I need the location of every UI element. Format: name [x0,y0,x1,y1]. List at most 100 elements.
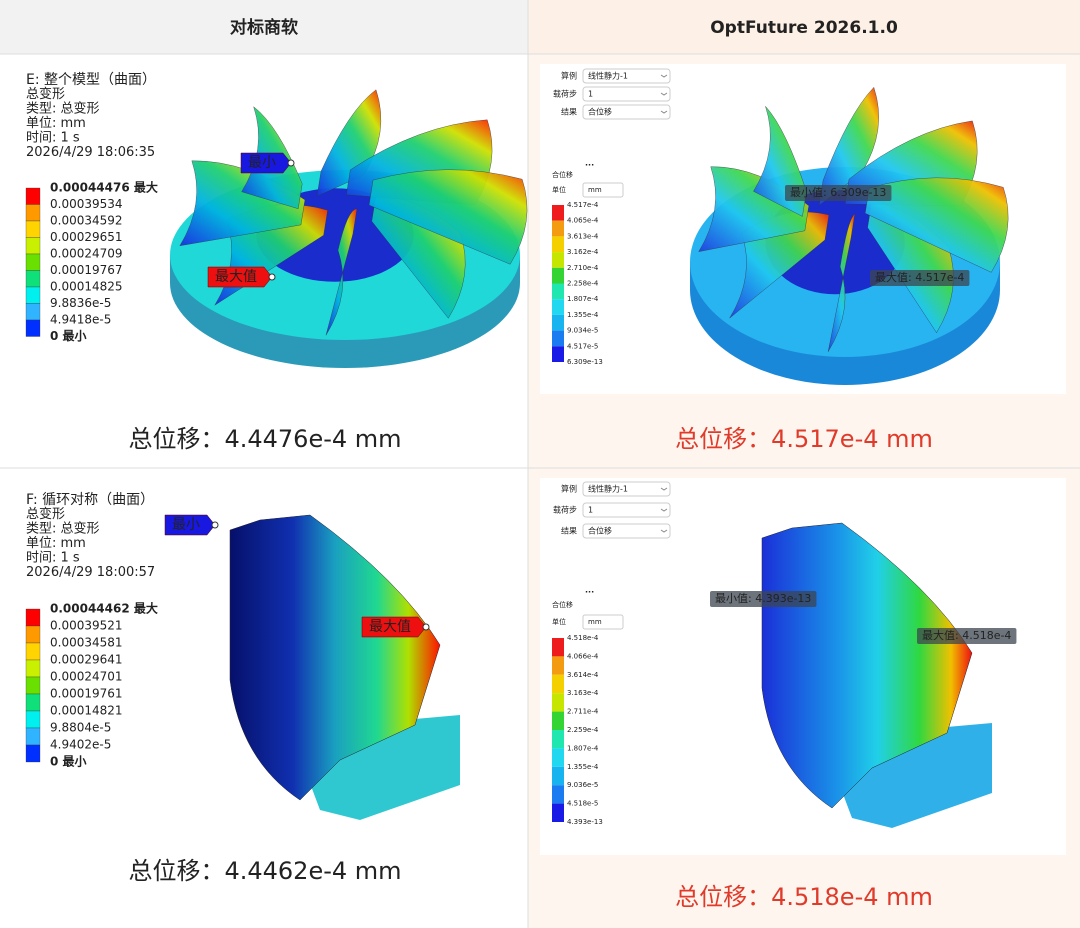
legend-label: 1.807e-4 [567,744,599,752]
legend-label: 2.711e-4 [567,708,599,716]
legend-label: 0 最小 [50,328,87,343]
render-blade [368,169,528,265]
control-label: 载荷步 [553,505,577,515]
tag-label: 最大值 [215,269,257,285]
legend-swatch [552,346,564,362]
legend-label: 3.163e-4 [567,689,599,697]
tag-box [870,270,970,286]
control-label: 算例 [561,71,577,81]
legend-swatch [552,656,564,675]
legend-swatch [552,711,564,730]
legend-label: 9.036e-5 [567,781,598,789]
tag-box [240,152,292,174]
legend-swatch [552,638,564,657]
legend-swatch [25,625,41,644]
legend-label: 0.00039534 [50,197,123,211]
legend-label: 0.00044462 最大 [50,601,158,616]
header-left-bg [0,0,528,54]
tag-box [710,591,817,607]
legend-label: 0.00014821 [50,704,123,718]
legend-swatch [552,283,564,300]
legend-swatch [552,766,564,786]
legend-swatch [25,187,41,205]
legend-label: 0.00034581 [50,636,123,650]
legend-swatch [25,204,41,222]
legend-label: 9.8804e-5 [50,721,111,735]
info-line: 2026/4/29 18:00:57 [26,565,155,580]
unit-label: 单位 [552,185,566,194]
legend-label: 0.00029641 [50,653,123,667]
unit-select [582,182,624,198]
tag-label: 最小值: 4.393e-13 [715,592,811,605]
legend-label: 1.355e-4 [567,763,599,771]
tag-box [785,185,892,201]
control-value: 1 [588,90,593,99]
legend-label: 6.309e-13 [567,358,603,366]
tag-label: 最大值: 4.517e-4 [875,270,964,284]
legend-swatch [552,299,564,315]
tag-box [361,616,427,638]
legend-label: 0.00029651 [50,230,123,244]
legend-swatch [552,220,564,237]
control-label: 载荷步 [553,89,577,99]
info-line: 类型: 总变形 [26,101,100,117]
legend-swatch [552,267,564,284]
control-value: 合位移 [588,107,612,117]
tag-pin [287,159,295,167]
result: 总位移：4.518e-4 mm [675,883,933,911]
legend-label: 0.00039521 [50,619,123,633]
legend-label: 4.066e-4 [567,652,599,660]
info-line: E: 整个模型（曲面） [26,72,156,88]
legend-swatch [25,286,41,304]
legend-label: 1.807e-4 [567,295,599,303]
legend-swatch [552,674,564,694]
legend-swatch [25,220,41,238]
info-line: 总变形 [26,86,65,102]
legend-swatch [25,253,41,271]
legend-swatch [25,608,41,627]
control-value: 线性静力-1 [588,71,628,81]
header-right: OptFuture 2026.1.0 [710,18,898,38]
tag-label: 最大值 [369,619,411,635]
unit-value: mm [588,618,602,626]
legend-label: 2.259e-4 [567,726,599,734]
tag-label: 最小 [248,155,276,171]
info-line: 时间: 1 s [26,551,80,566]
legend-label: 0.00024701 [50,670,123,684]
info-line: 单位: mm [26,536,86,551]
render-blade [827,213,856,352]
control-select [582,104,671,120]
legend-label: 0 最小 [50,754,87,769]
info-line: 2026/4/29 18:06:35 [26,145,155,160]
legend-swatch [552,330,564,347]
info-line: 单位: mm [26,116,86,131]
info-line: 类型: 总变形 [26,521,100,537]
legend-swatch [552,730,564,749]
legend-swatch [25,237,41,255]
tag-box [917,628,1017,644]
control-label: 结果 [561,107,577,117]
tag-label: 最大值: 4.518e-4 [922,628,1011,642]
info-line: 时间: 1 s [26,131,80,146]
unit-label: 单位 [552,617,566,626]
info-line: 总变形 [26,506,65,522]
legend-label: 4.517e-4 [567,201,599,209]
legend-swatch [25,676,41,695]
legend-label: 4.393e-13 [567,818,603,826]
tag-pin [211,521,219,529]
legend-label: 0.00019767 [50,263,123,277]
legend-label: 4.518e-4 [567,634,599,642]
unit-select [582,614,624,630]
result: 总位移：4.4462e-4 mm [128,857,401,885]
legend-swatch [552,205,564,221]
legend-swatch [25,270,41,288]
legend-swatch [25,744,41,763]
control-label: 结果 [561,526,577,536]
control-value: 1 [588,506,593,515]
control-arrow [660,487,668,491]
legend-label: 1.355e-4 [567,311,599,319]
control-select [582,481,671,497]
tag-pin [268,273,276,281]
render-blade [325,208,358,336]
legend-label: 0.00044476 最大 [50,180,158,195]
